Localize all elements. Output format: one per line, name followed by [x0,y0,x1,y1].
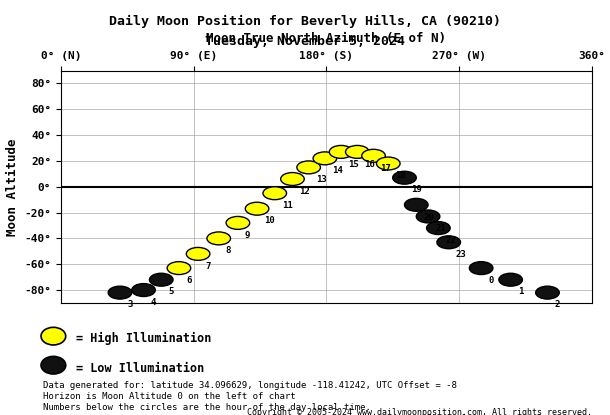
Text: 10: 10 [264,217,275,225]
Ellipse shape [393,171,416,184]
Text: = Low Illumination: = Low Illumination [76,362,204,375]
Ellipse shape [362,149,386,162]
Text: 12: 12 [300,187,310,196]
Y-axis label: Moon Altitude: Moon Altitude [5,138,19,235]
Text: 6: 6 [186,276,192,285]
Text: Horizon is Moon Altitude 0 on the left of chart: Horizon is Moon Altitude 0 on the left o… [43,392,295,401]
Ellipse shape [376,157,400,170]
Ellipse shape [263,187,287,200]
Text: 5: 5 [168,288,174,296]
Ellipse shape [226,217,249,229]
Text: 14: 14 [332,166,343,175]
X-axis label: Moon True North Azimuth (E of N): Moon True North Azimuth (E of N) [206,32,447,46]
Text: 18: 18 [395,171,406,180]
Text: 0: 0 [488,276,493,285]
Text: 15: 15 [348,160,359,168]
Text: 19: 19 [412,186,422,195]
Ellipse shape [41,327,66,345]
Text: 21: 21 [435,224,446,233]
Text: 3: 3 [127,300,132,309]
Text: 7: 7 [205,261,210,271]
Ellipse shape [41,356,66,374]
Ellipse shape [297,161,320,174]
Text: 2: 2 [554,300,560,309]
Ellipse shape [404,198,428,211]
Ellipse shape [167,261,191,275]
Text: 9: 9 [245,231,250,239]
Text: Copyright © 2005-2024 www.dailymoonposition.com, All rights reserved.: Copyright © 2005-2024 www.dailymoonposit… [246,408,592,415]
Text: 23: 23 [456,250,467,259]
Text: 11: 11 [282,201,293,210]
Text: 17: 17 [381,164,392,173]
Text: Data generated for: latitude 34.096629, longitude -118.41242, UTC Offset = -8: Data generated for: latitude 34.096629, … [43,381,456,390]
Ellipse shape [536,286,559,299]
Ellipse shape [416,210,440,223]
Ellipse shape [313,152,337,165]
Ellipse shape [132,283,156,296]
Text: 20: 20 [423,212,434,222]
Text: 1: 1 [518,288,523,296]
Ellipse shape [108,286,132,299]
Text: 4: 4 [151,298,156,307]
Text: 8: 8 [226,246,231,255]
Ellipse shape [499,273,522,286]
Ellipse shape [345,145,369,159]
Text: Personal non commercial use only.: Personal non commercial use only. [427,414,592,415]
Ellipse shape [245,202,269,215]
Ellipse shape [426,222,450,234]
Ellipse shape [207,232,231,245]
Text: 22: 22 [445,236,456,245]
Ellipse shape [281,173,304,186]
Text: 13: 13 [316,175,326,184]
Ellipse shape [469,261,493,275]
Ellipse shape [149,273,173,286]
Text: = High Illumination: = High Illumination [76,332,212,345]
Ellipse shape [437,236,461,249]
Text: 16: 16 [364,160,375,168]
Text: Daily Moon Position for Beverly Hills, CA (90210): Daily Moon Position for Beverly Hills, C… [109,15,501,28]
Text: Numbers below the circles are the hour of the day local time.: Numbers below the circles are the hour o… [43,403,370,412]
Ellipse shape [329,145,353,159]
Text: Tuesday, November 5, 2024: Tuesday, November 5, 2024 [205,35,405,48]
Ellipse shape [186,247,210,260]
